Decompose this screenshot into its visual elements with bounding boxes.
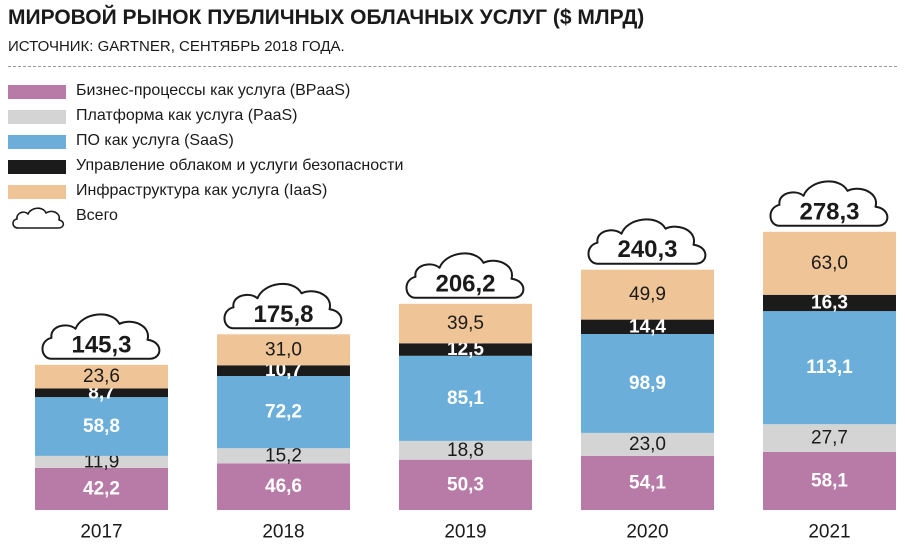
- data-label-iaas-2021: 63,0: [811, 253, 848, 274]
- data-label-bpaas-2017: 42,2: [83, 478, 120, 499]
- legend-label-bpaas: Бизнес-процессы как услуга (BPaaS): [76, 82, 351, 99]
- legend-label-security: Управление облаком и услуги безопасности: [76, 157, 404, 174]
- data-label-security-2021: 16,3: [811, 292, 848, 313]
- data-label-bpaas-2021: 58,1: [811, 470, 848, 491]
- x-tick-label-2018: 2018: [262, 522, 304, 543]
- bar-paas-2017: [35, 455, 168, 468]
- legend-swatch-paas: [8, 110, 66, 124]
- x-tick-label-2019: 2019: [444, 522, 486, 543]
- data-label-bpaas-2018: 46,6: [265, 476, 302, 497]
- total-cloud-2017: [41, 313, 161, 360]
- bar-iaas-2021: [763, 231, 896, 295]
- legend-swatch-security: [8, 160, 66, 174]
- data-label-paas-2017: 11,9: [84, 451, 120, 472]
- bar-iaas-2018: [217, 334, 350, 366]
- bar-saas-2021: [763, 311, 896, 425]
- data-label-security-2020: 14,4: [629, 316, 666, 337]
- divider: [8, 66, 897, 67]
- bar-saas-2018: [217, 376, 350, 449]
- bar-paas-2021: [763, 424, 896, 452]
- total-cloud-2018: [223, 282, 343, 330]
- bar-saas-2017: [35, 397, 168, 456]
- total-cloud-2019: [405, 252, 525, 299]
- bar-bpaas-2018: [217, 463, 350, 510]
- x-tick-label-2017: 2017: [80, 522, 122, 543]
- cloud-icon: [12, 207, 65, 229]
- bar-iaas-2017: [35, 364, 168, 389]
- data-label-iaas-2018: 31,0: [265, 339, 302, 360]
- data-label-saas-2018: 72,2: [265, 402, 302, 423]
- bar-bpaas-2021: [763, 451, 896, 510]
- legend-swatch-bpaas: [8, 85, 66, 99]
- legend-label-iaas: Инфраструктура как услуга (IaaS): [76, 182, 328, 199]
- chart-source: ИСТОЧНИК: GARTNER, СЕНТЯБРЬ 2018 ГОДА.: [8, 38, 345, 55]
- total-cloud-2021: [769, 180, 889, 227]
- legend-swatch-saas: [8, 135, 66, 149]
- bar-saas-2019: [399, 355, 532, 441]
- data-label-paas-2019: 18,8: [447, 440, 484, 461]
- bar-iaas-2020: [581, 269, 714, 320]
- data-label-saas-2019: 85,1: [447, 388, 484, 409]
- data-label-bpaas-2020: 54,1: [629, 472, 666, 493]
- data-label-security-2018: 10,7: [265, 360, 302, 381]
- total-cloud-2020: [587, 218, 707, 265]
- bar-security-2020: [581, 319, 714, 334]
- total-label-2018: 175,8: [253, 301, 313, 328]
- bar-security-2018: [217, 365, 350, 376]
- bar-iaas-2019: [399, 303, 532, 344]
- legend-label-saas: ПО как услуга (SaaS): [76, 132, 234, 149]
- data-label-bpaas-2019: 50,3: [447, 474, 484, 495]
- data-label-iaas-2017: 23,6: [83, 366, 120, 387]
- data-label-saas-2017: 58,8: [83, 416, 120, 437]
- x-tick-label-2020: 2020: [626, 522, 668, 543]
- legend-label-paas: Платформа как услуга (PaaS): [76, 107, 298, 124]
- data-label-paas-2021: 27,7: [811, 428, 848, 449]
- data-label-paas-2020: 23,0: [629, 434, 666, 455]
- total-label-2020: 240,3: [617, 236, 677, 263]
- bar-paas-2018: [217, 448, 350, 464]
- bar-paas-2019: [399, 440, 532, 460]
- bar-security-2017: [35, 388, 168, 398]
- data-label-iaas-2019: 39,5: [447, 313, 484, 334]
- bar-bpaas-2019: [399, 459, 532, 510]
- x-tick-label-2021: 2021: [808, 522, 850, 543]
- bar-paas-2020: [581, 432, 714, 456]
- data-label-iaas-2020: 49,9: [629, 284, 666, 305]
- data-label-saas-2021: 113,1: [806, 357, 853, 378]
- total-label-2017: 145,3: [71, 331, 131, 358]
- total-label-2021: 278,3: [799, 198, 859, 225]
- bar-bpaas-2020: [581, 455, 714, 510]
- chart-title: МИРОВОЙ РЫНОК ПУБЛИЧНЫХ ОБЛАЧНЫХ УСЛУГ (…: [8, 6, 645, 29]
- data-label-paas-2018: 15,2: [265, 445, 302, 466]
- bar-saas-2020: [581, 334, 714, 433]
- total-label-2019: 206,2: [435, 270, 495, 297]
- bar-security-2021: [763, 294, 896, 312]
- data-label-security-2019: 12,5: [447, 339, 484, 360]
- legend-label-total: Всего: [76, 207, 118, 224]
- legend-swatch-iaas: [8, 185, 66, 199]
- data-label-saas-2020: 98,9: [629, 373, 666, 394]
- bar-security-2019: [399, 343, 532, 356]
- bar-bpaas-2017: [35, 467, 168, 510]
